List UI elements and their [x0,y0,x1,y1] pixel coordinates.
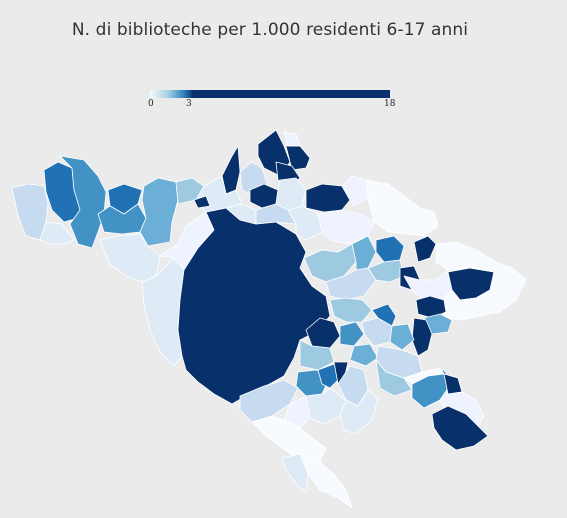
color-legend: 0 3 18 [148,88,398,114]
map-zone[interactable] [339,321,365,347]
map-zone[interactable] [317,363,341,389]
map-title: N. di biblioteche per 1.000 residenti 6-… [71,20,469,40]
map-zone[interactable] [283,395,311,429]
map-zone[interactable] [59,155,107,249]
legend-gradient-rect [150,90,390,98]
map-zone[interactable] [443,373,463,395]
legend-tick-mid: 3 [186,99,192,109]
map-zone[interactable] [305,183,351,213]
map-zone[interactable] [275,177,307,211]
legend-tick-min: 0 [148,99,154,109]
map-zone[interactable] [339,389,379,435]
map-zone[interactable] [389,323,415,351]
map-zone[interactable] [375,235,405,263]
map-zone[interactable] [415,295,447,319]
map-zone[interactable] [177,207,331,405]
map-zone[interactable] [139,177,179,247]
map-zone[interactable] [329,297,373,323]
map-zone[interactable] [287,205,323,241]
map-zone[interactable] [251,415,327,463]
map-zone[interactable] [283,131,301,147]
map-zone[interactable] [365,179,439,237]
map-zone[interactable] [299,453,353,509]
map-zone[interactable] [413,235,437,263]
map-zone[interactable] [403,367,445,385]
map-zone[interactable] [193,195,211,209]
legend-tick-max: 18 [384,99,396,109]
map-zone[interactable] [371,303,397,327]
legend-color-bar [150,90,390,98]
map-zone[interactable] [431,405,489,451]
map-zone[interactable] [349,343,379,367]
map-zone[interactable] [39,221,75,245]
